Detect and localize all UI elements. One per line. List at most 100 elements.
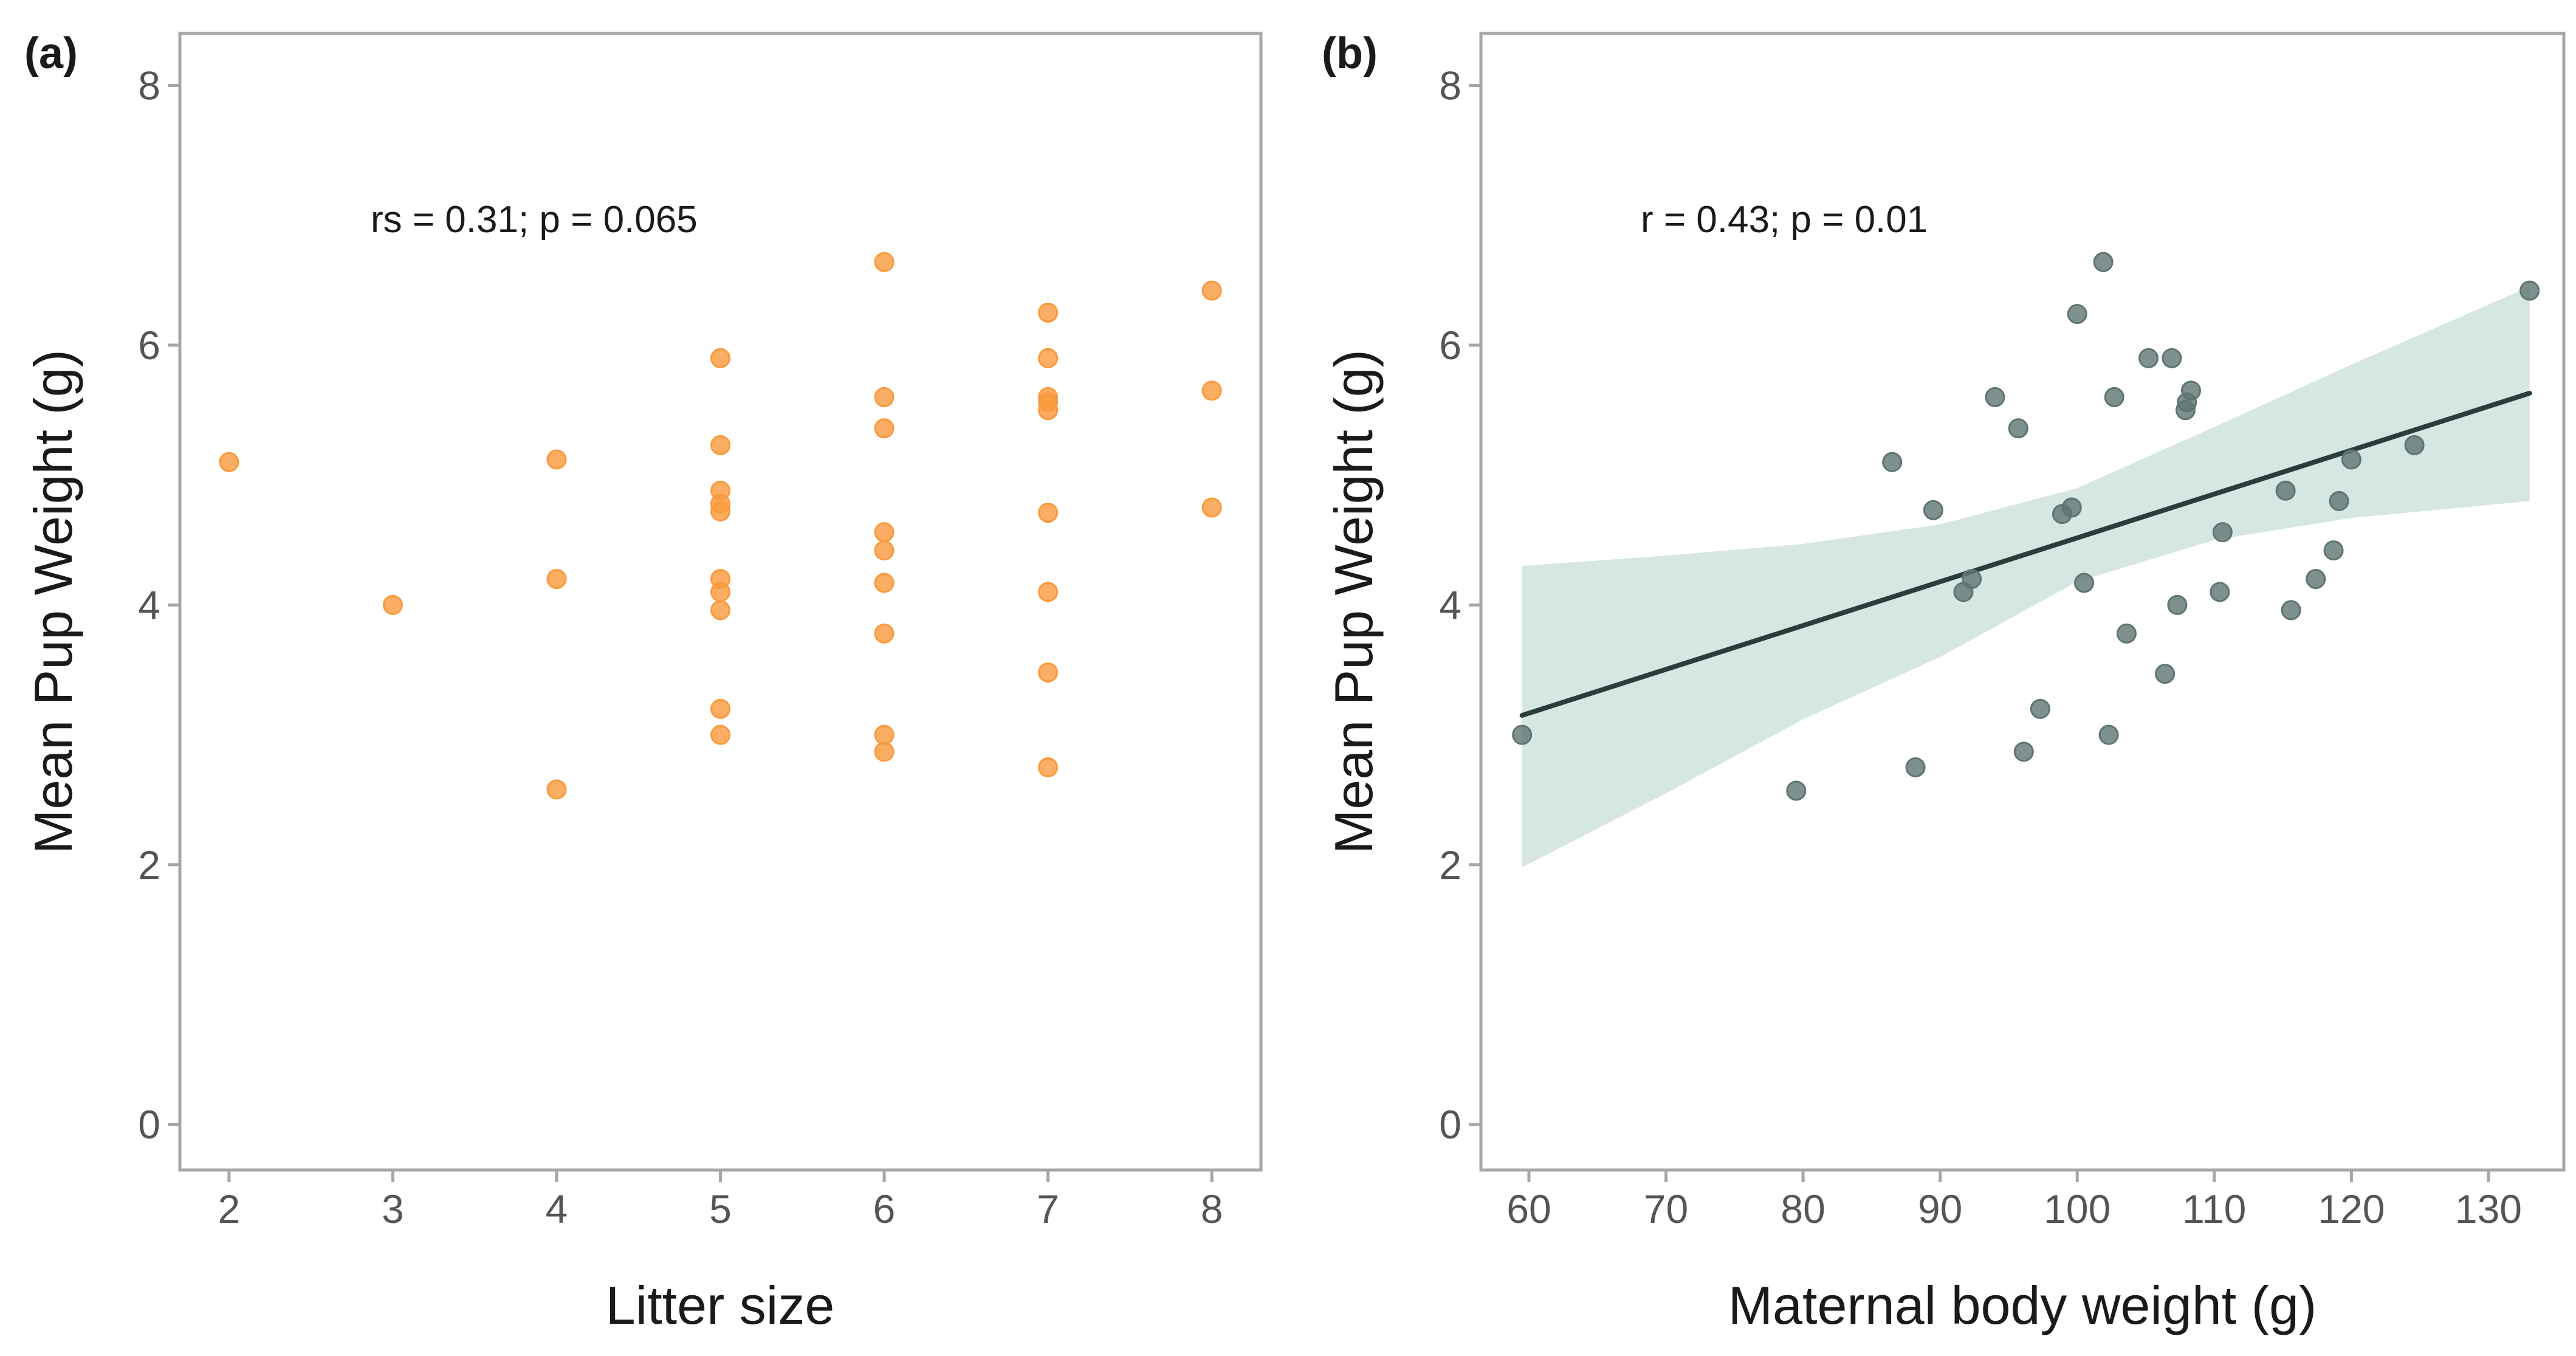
panel-b-data-point xyxy=(2519,280,2540,301)
panel-b-confidence-band xyxy=(1522,286,2530,868)
panel-a-data-point xyxy=(710,698,730,719)
panel-b-y-tick-label: 6 xyxy=(1439,323,1461,368)
panel-b-label: (b) xyxy=(1322,29,1378,78)
panel-a-x-axis-title: Litter size xyxy=(606,1275,835,1335)
panel-a-data-point xyxy=(219,452,239,472)
panel-a-data-point xyxy=(1038,582,1059,602)
panel-b-data-point xyxy=(2093,252,2114,272)
panel-b-data-point xyxy=(2212,522,2233,543)
panel-b-x-tick-label: 100 xyxy=(2044,1186,2111,1231)
panel-b-data-point xyxy=(1512,724,1533,745)
panel-a-data-point xyxy=(546,779,567,800)
panel-a-y-axis: 0 2 4 6 8 xyxy=(138,63,180,1147)
panel-a-x-tick-label: 5 xyxy=(709,1186,732,1231)
panel-a-y-tick-label: 6 xyxy=(138,323,160,368)
panel-b-data-point xyxy=(2281,600,2301,621)
panel-b-data-point xyxy=(2013,742,2034,762)
panel-b-data-point xyxy=(2008,418,2028,439)
panel-b-data-point xyxy=(2162,348,2182,368)
panel-b-x-tick-label: 130 xyxy=(2455,1186,2522,1231)
panel-b-data-point xyxy=(2404,435,2425,455)
panel-b-y-tick-label: 8 xyxy=(1439,63,1461,108)
panel-b-data-point xyxy=(2067,304,2087,325)
panel-b-data-point xyxy=(2341,449,2361,470)
panel-a-x-tick-label: 4 xyxy=(546,1186,568,1231)
panel-b-plot-frame xyxy=(1479,32,2566,1172)
panel-b-y-axis-title: Mean Pup Weight (g) xyxy=(1324,349,1384,854)
panel-b-data-point xyxy=(2306,569,2326,590)
panel-b-data-point xyxy=(1962,569,1982,590)
panel-b-data-point xyxy=(2210,582,2230,602)
panel-b-regression-line xyxy=(1519,390,2532,718)
panel-a-data-point xyxy=(710,348,730,368)
panel-a-data-point xyxy=(710,600,730,621)
panel-b-data-point xyxy=(1786,780,1807,801)
panel-a-data-point xyxy=(710,724,730,745)
panel-a-data-point xyxy=(546,449,567,470)
panel-b-data-point xyxy=(2138,348,2159,368)
panel-a-y-axis-title: Mean Pup Weight (g) xyxy=(23,349,83,854)
panel-b-band-layer xyxy=(1522,286,2530,868)
panel-a-data-point xyxy=(874,522,895,543)
panel-a-y-tick-label: 0 xyxy=(138,1102,160,1147)
panel-a-data-point xyxy=(710,582,730,602)
panel-a-y-tick-label: 8 xyxy=(138,63,160,108)
panel-a-data-point xyxy=(1201,280,1222,301)
panel-a-data-point xyxy=(874,540,895,561)
panel-b-data-point xyxy=(1905,757,1926,777)
panel-b-data-point xyxy=(1923,500,1943,520)
panel-b-data-point xyxy=(2074,573,2095,593)
panel-b-data-point xyxy=(1882,452,1903,472)
panel-b-data-point xyxy=(2104,387,2124,407)
panel-b-y-tick-label: 2 xyxy=(1439,842,1461,887)
panel-a-data-point xyxy=(1038,400,1059,421)
panel-a-data-point xyxy=(382,594,403,615)
panel-b-data-point xyxy=(2275,480,2296,501)
panel-b-points xyxy=(1512,252,2540,801)
panel-a-data-point xyxy=(1038,503,1059,523)
panel-a-data-point xyxy=(874,623,895,644)
panel-b-x-tick-label: 60 xyxy=(1506,1186,1551,1231)
panel-b-x-tick-label: 110 xyxy=(2182,1186,2246,1231)
panel-b-y-axis: 0 2 4 6 8 xyxy=(1439,63,1481,1147)
panel-a-data-point xyxy=(874,387,895,407)
panel-a-data-point xyxy=(546,569,567,590)
panel-a-data-point xyxy=(1201,497,1222,518)
panel-a-x-tick-label: 6 xyxy=(873,1186,896,1231)
panel-b-fit-layer xyxy=(1519,390,2532,718)
panel-a-x-tick-label: 7 xyxy=(1037,1186,1059,1231)
panel-b-data-point xyxy=(2329,490,2349,511)
panel-a-annotation: rs = 0.31; p = 0.065 xyxy=(371,199,698,241)
panel-b-x-tick-label: 120 xyxy=(2318,1186,2385,1231)
panel-b-x-tick-label: 90 xyxy=(1918,1186,1962,1231)
panel-b-x-tick-label: 70 xyxy=(1644,1186,1688,1231)
panel-a-data-point xyxy=(710,435,730,455)
panel-a-y-tick-label: 4 xyxy=(138,582,160,627)
panel-b-annotation: r = 0.43; p = 0.01 xyxy=(1641,199,1928,241)
panel-a-data-point xyxy=(874,573,895,593)
panel-a-data-point xyxy=(710,501,730,521)
panel-b-x-tick-label: 80 xyxy=(1781,1186,1825,1231)
panel-a-data-point xyxy=(1038,348,1059,368)
panel-b-data-point xyxy=(1985,387,2005,407)
panel-b: (b) 0 2 4 6 8 60 70 80 90 100 110 120 130 r = 0.43;… xyxy=(1322,29,2566,1335)
panel-a-y-tick-label: 2 xyxy=(138,842,160,887)
panel-a-x-tick-label: 2 xyxy=(218,1186,241,1231)
panel-a-data-point xyxy=(874,742,895,762)
panel-b-data-point xyxy=(2323,540,2344,561)
panel-a-data-point xyxy=(1201,380,1222,401)
panel-a-data-point xyxy=(1038,302,1059,323)
panel-a-points xyxy=(219,252,1222,800)
panel-a-x-tick-label: 3 xyxy=(382,1186,404,1231)
panel-b-data-point xyxy=(2180,380,2201,401)
panel-a-data-point xyxy=(874,418,895,439)
panel-a-data-point xyxy=(1038,662,1059,683)
panel-a-label: (a) xyxy=(24,29,78,78)
panel-b-data-point xyxy=(2116,623,2137,644)
panel-b-y-tick-label: 4 xyxy=(1439,582,1461,627)
panel-a: (a) 0 2 4 6 8 2 3 4 5 6 7 8 rs = 0.31; p = 0.065 L… xyxy=(23,29,1263,1335)
panel-a-data-point xyxy=(874,724,895,745)
panel-b-data-point xyxy=(2155,664,2176,684)
panel-b-x-axis-title: Maternal body weight (g) xyxy=(1728,1275,2317,1335)
